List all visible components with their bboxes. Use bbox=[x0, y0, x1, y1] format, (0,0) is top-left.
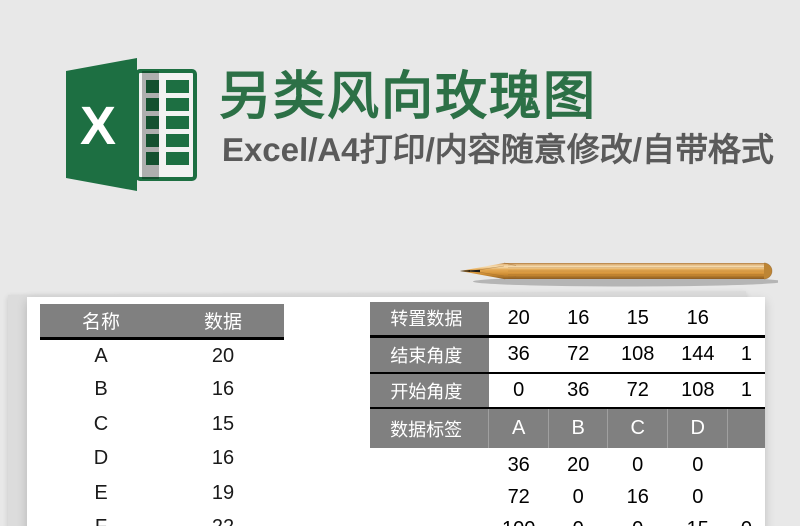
svg-text:X: X bbox=[80, 96, 116, 156]
